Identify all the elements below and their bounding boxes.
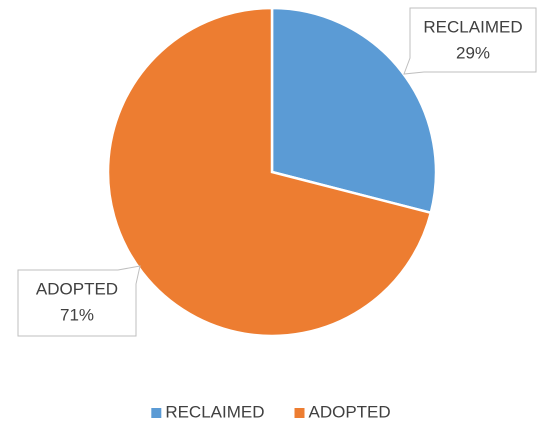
legend-swatch: [151, 408, 162, 418]
pie-slice: [106, 6, 433, 338]
data-label-name: ADOPTED: [36, 279, 118, 298]
callout-box: [403, 7, 537, 75]
legend-swatch: [294, 408, 305, 418]
legend-label: RECLAIMED: [165, 402, 264, 421]
legend: RECLAIMED ADOPTED: [151, 402, 391, 421]
legend-label: ADOPTED: [309, 402, 391, 421]
data-label-value: 71%: [60, 305, 94, 324]
data-label-value: 29%: [456, 43, 490, 62]
pie-slice: [270, 6, 438, 215]
data-label-name: RECLAIMED: [423, 17, 522, 36]
callout-box: [17, 265, 141, 337]
